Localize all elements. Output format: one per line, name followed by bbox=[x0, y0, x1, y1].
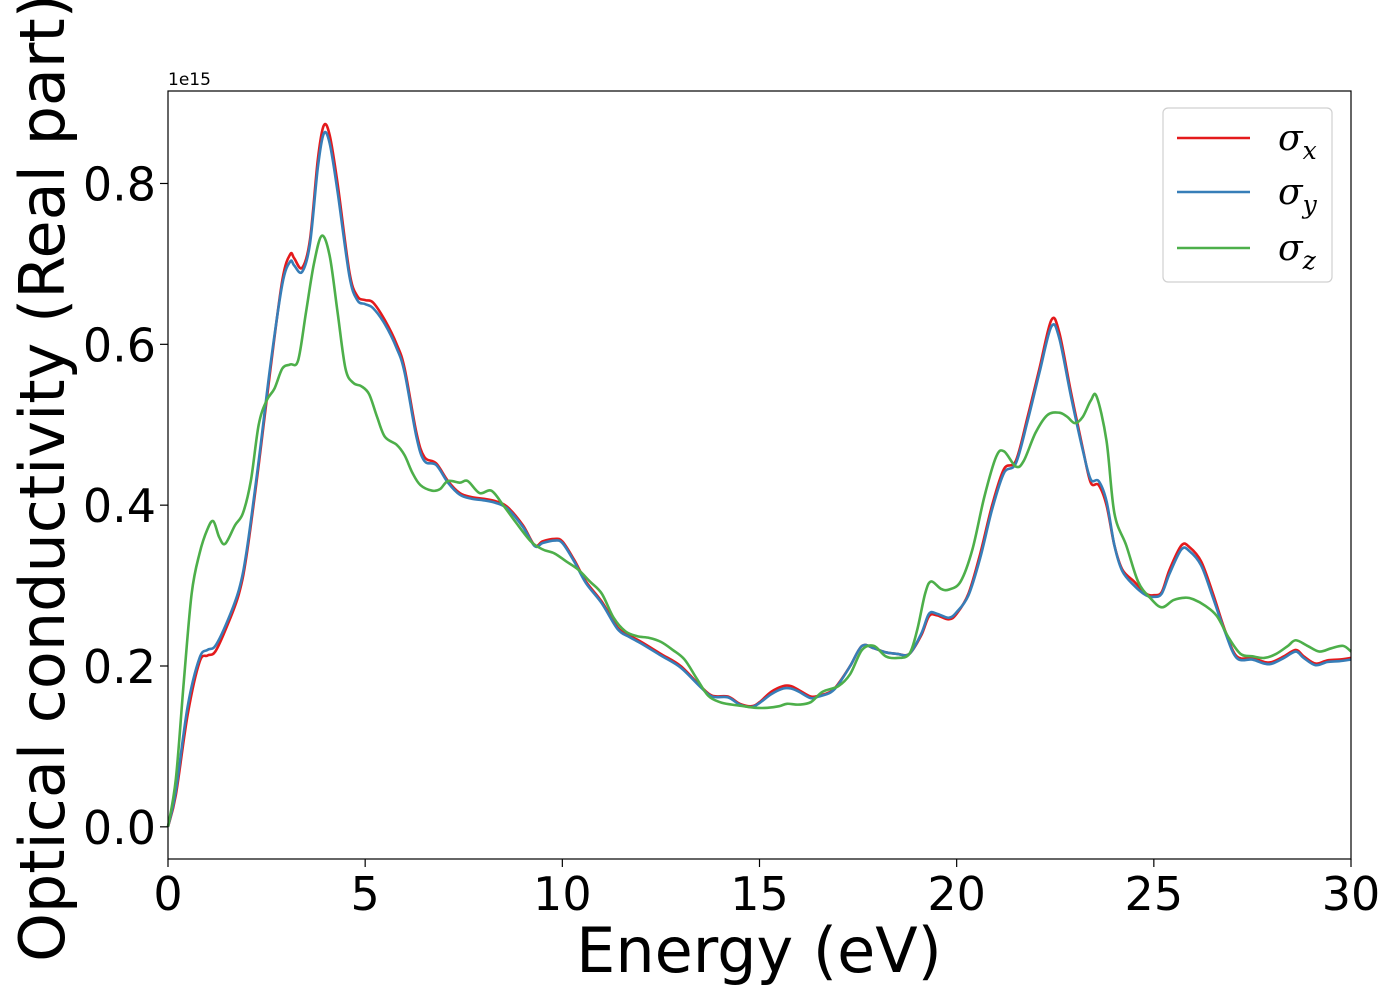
y-axis-offset-label: 1e15 bbox=[168, 70, 211, 90]
x-axis-ticks: 0 5 10 15 20 25 30 bbox=[153, 859, 1380, 921]
series-layer bbox=[166, 122, 1352, 828]
x-tick-label: 5 bbox=[351, 867, 380, 921]
y-tick-label: 0.0 bbox=[83, 801, 156, 855]
x-tick-label: 20 bbox=[927, 867, 986, 921]
x-tick-label: 10 bbox=[533, 867, 592, 921]
legend-label-y: σy bbox=[1278, 172, 1318, 219]
y-tick-label: 0.6 bbox=[83, 318, 156, 372]
y-tick-label: 0.8 bbox=[83, 157, 156, 211]
legend: σx σy σz bbox=[1162, 107, 1333, 283]
legend-label-x: σx bbox=[1278, 118, 1317, 165]
series-line-z bbox=[166, 234, 1352, 828]
x-tick-label: 30 bbox=[1322, 867, 1381, 921]
x-tick-label: 15 bbox=[730, 867, 789, 921]
y-tick-label: 0.4 bbox=[83, 479, 156, 533]
legend-box bbox=[1162, 107, 1333, 283]
y-axis-title: Optical conductivity (Real part) bbox=[6, 0, 79, 962]
x-axis-title: Energy (eV) bbox=[576, 914, 942, 987]
legend-entries: σx σy σz bbox=[1177, 118, 1318, 275]
legend-label-z: σz bbox=[1278, 228, 1317, 275]
x-tick-label: 0 bbox=[153, 867, 182, 921]
y-tick-label: 0.2 bbox=[83, 640, 156, 694]
y-axis-ticks: 0.0 0.2 0.4 0.6 0.8 bbox=[83, 157, 168, 855]
x-tick-label: 25 bbox=[1125, 867, 1184, 921]
